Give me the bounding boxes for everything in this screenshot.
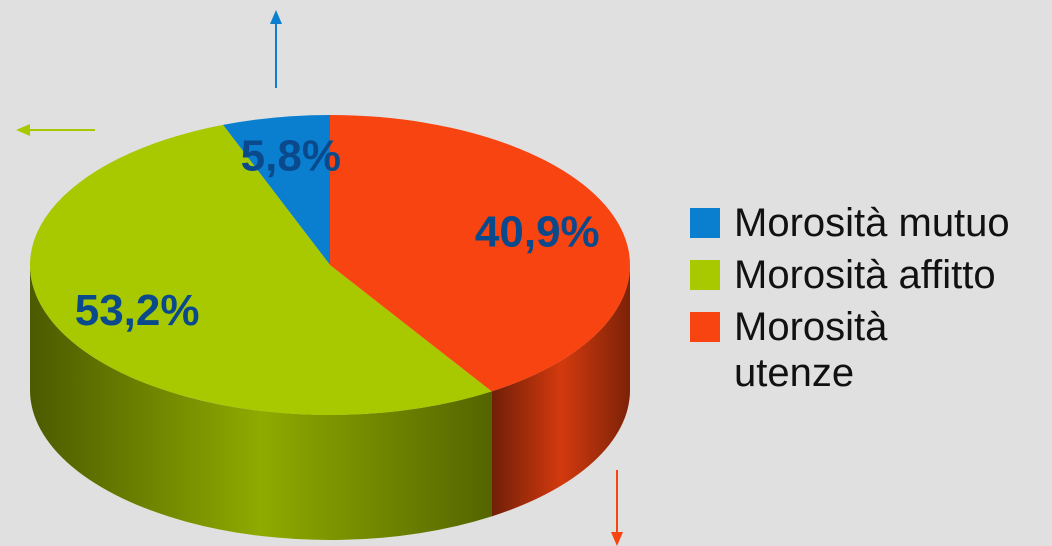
data-label: 40,9% [475,207,600,256]
pie-tops [29,115,630,416]
arrow-head [611,532,623,546]
legend-label: Morosità affitto [734,253,996,297]
legend-item: Morosità utenze [690,304,920,396]
arrow-head [16,124,30,136]
side-shade [30,265,492,540]
legend-label: Morosità utenze [734,305,888,395]
legend-swatch [690,312,720,342]
legend-swatch [690,208,720,238]
legend-label: Morosità mutuo [734,201,1010,245]
data-labels: 5,8% 53,2% 40,9% [75,131,600,335]
data-label: 53,2% [75,286,200,335]
arrow-head [270,10,282,24]
legend: Morosità mutuo Morosità affitto Morosità u… [690,200,1010,402]
legend-swatch [690,260,720,290]
arrows [16,10,623,546]
pie-sides [30,265,630,540]
slice [222,115,330,265]
slice [29,124,492,416]
legend-item: Morosità mutuo [690,200,1010,246]
data-label: 5,8% [241,131,341,180]
legend-item: Morosità affitto [690,252,1010,298]
side-shade [491,265,630,517]
slice [330,115,630,392]
